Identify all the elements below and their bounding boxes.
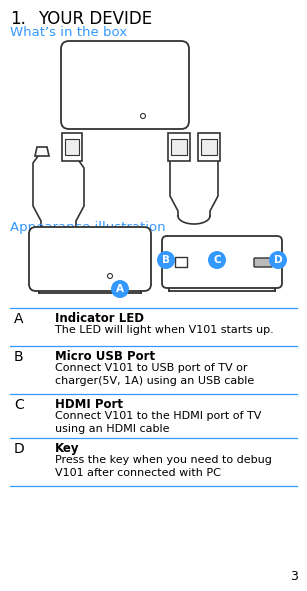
Circle shape: [269, 251, 287, 269]
Polygon shape: [35, 147, 49, 156]
FancyBboxPatch shape: [29, 227, 151, 291]
FancyBboxPatch shape: [198, 133, 220, 161]
Text: Press the key when you need to debug
V101 after connected with PC: Press the key when you need to debug V10…: [55, 455, 272, 478]
Circle shape: [157, 251, 175, 269]
Text: 3: 3: [290, 570, 298, 583]
Text: Key: Key: [55, 442, 80, 455]
Circle shape: [107, 274, 112, 278]
Text: 1.: 1.: [10, 10, 26, 28]
Circle shape: [141, 113, 146, 119]
FancyBboxPatch shape: [61, 41, 189, 129]
Text: Connect V101 to the HDMI port of TV
using an HDMI cable: Connect V101 to the HDMI port of TV usin…: [55, 411, 261, 434]
Text: C: C: [213, 255, 221, 265]
FancyBboxPatch shape: [162, 236, 282, 288]
Text: C: C: [14, 398, 24, 412]
Text: B: B: [14, 350, 24, 364]
Text: HDMI Port: HDMI Port: [55, 398, 123, 411]
FancyBboxPatch shape: [168, 133, 190, 161]
Text: The LED will light when V101 starts up.: The LED will light when V101 starts up.: [55, 325, 274, 335]
Text: B: B: [162, 255, 170, 265]
FancyBboxPatch shape: [62, 133, 82, 161]
Text: Appearance illustration: Appearance illustration: [10, 221, 165, 234]
FancyBboxPatch shape: [201, 139, 217, 155]
Text: What’s in the box: What’s in the box: [10, 26, 127, 39]
Circle shape: [111, 280, 129, 298]
Text: D: D: [14, 442, 25, 456]
Circle shape: [208, 251, 226, 269]
Text: Connect V101 to USB port of TV or
charger(5V, 1A) using an USB cable: Connect V101 to USB port of TV or charge…: [55, 363, 254, 386]
FancyBboxPatch shape: [175, 257, 187, 267]
FancyBboxPatch shape: [171, 139, 187, 155]
Text: Indicator LED: Indicator LED: [55, 312, 144, 325]
Text: D: D: [274, 255, 282, 265]
FancyBboxPatch shape: [65, 139, 79, 155]
Text: A: A: [116, 284, 124, 294]
Text: Micro USB Port: Micro USB Port: [55, 350, 155, 363]
FancyBboxPatch shape: [254, 258, 272, 267]
Text: YOUR DEVIDE: YOUR DEVIDE: [38, 10, 152, 28]
Text: A: A: [14, 312, 24, 326]
